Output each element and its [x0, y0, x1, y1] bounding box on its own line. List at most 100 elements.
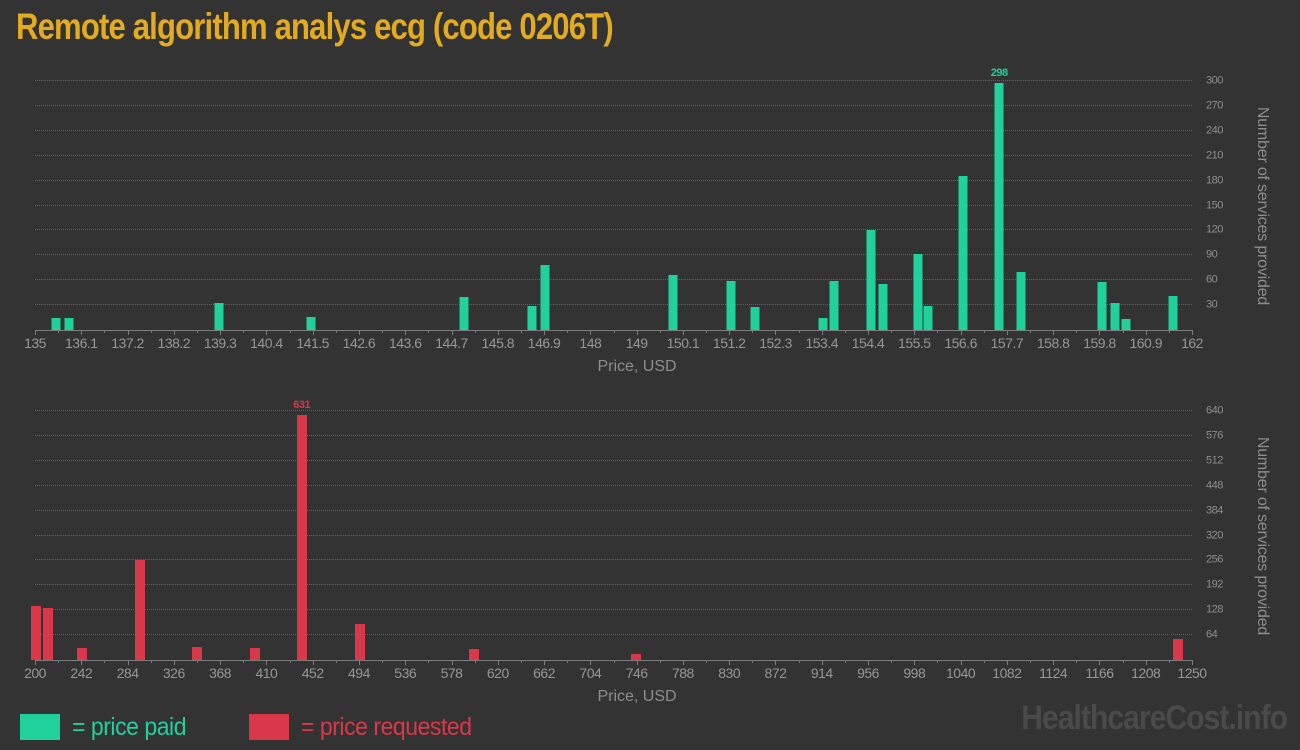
x-minor-tick [844, 660, 846, 663]
x-tick [81, 660, 83, 665]
x-tick-label: 242 [70, 665, 93, 681]
bar [818, 318, 828, 330]
x-tick-label: 998 [903, 665, 926, 681]
bar-value-label: 298 [990, 66, 1008, 79]
bar [468, 648, 479, 660]
x-minor-tick [243, 330, 245, 333]
x-tick [821, 660, 823, 665]
y-tick-label: 64 [1206, 628, 1218, 641]
bar [958, 175, 968, 330]
x-tick [451, 330, 453, 335]
y-tick-label: 128 [1206, 603, 1223, 616]
x-tick [729, 660, 731, 665]
bar [51, 318, 61, 330]
x-minor-tick [520, 660, 522, 663]
x-minor-tick [1168, 330, 1170, 333]
y-tick-label: 640 [1206, 404, 1223, 417]
y-tick-label: 300 [1206, 74, 1223, 87]
x-tick [914, 330, 916, 335]
x-minor-tick [520, 330, 522, 333]
x-tick-label: 138.2 [157, 335, 191, 351]
x-tick-label: 200 [24, 665, 46, 681]
x-tick-label: 145.8 [481, 335, 515, 351]
y-axis-title: Number of services provided [1254, 436, 1271, 635]
bar [878, 284, 888, 330]
legend-label-price-requested: = price requested [301, 712, 472, 741]
gridline [35, 559, 1192, 561]
bar [1121, 319, 1131, 330]
x-tick [358, 330, 360, 335]
gridline [35, 509, 1192, 511]
x-tick-label: 872 [764, 665, 787, 681]
x-tick-label: 160.9 [1129, 335, 1162, 351]
gridline [35, 279, 1192, 281]
x-tick [405, 330, 407, 335]
bar [459, 296, 469, 330]
x-minor-tick [798, 330, 800, 333]
x-tick-label: 536 [394, 665, 417, 681]
x-tick-label: 368 [209, 665, 232, 681]
x-tick-label: 151.2 [712, 335, 746, 351]
x-tick [544, 330, 546, 335]
x-minor-tick [150, 330, 152, 333]
gridline [35, 179, 1192, 181]
bar [134, 560, 145, 660]
x-minor-tick [1076, 330, 1078, 333]
x-tick [1006, 330, 1008, 335]
gridline [35, 80, 1192, 81]
x-tick-label: 578 [440, 665, 463, 681]
x-tick [544, 660, 546, 665]
watermark: HealthcareCost.info [1021, 699, 1288, 737]
x-tick [220, 660, 222, 665]
x-minor-tick [798, 660, 800, 663]
legend-label-price-paid: = price paid [72, 712, 187, 741]
y-tick-label: 180 [1206, 174, 1223, 187]
gridline [35, 634, 1192, 636]
y-axis-tick-labels: 30 60 90 120 150 180 210 240 270 300 [1206, 75, 1256, 330]
gridline [35, 584, 1192, 586]
x-minor-tick [196, 660, 198, 663]
x-tick-label: 326 [162, 665, 185, 681]
x-minor-tick [1076, 660, 1078, 663]
bar [829, 281, 839, 330]
y-tick-label: 120 [1206, 223, 1223, 236]
x-tick [914, 660, 916, 665]
x-tick [590, 660, 592, 665]
x-minor-tick [752, 660, 754, 663]
bar [726, 281, 736, 330]
x-minor-tick [891, 660, 893, 663]
x-minor-tick [1168, 660, 1170, 663]
y-tick-label: 270 [1206, 99, 1223, 112]
bar [913, 254, 923, 330]
x-tick [775, 660, 777, 665]
x-tick-label: 956 [857, 665, 879, 681]
x-minor-tick [613, 330, 615, 333]
y-tick-label: 320 [1206, 529, 1223, 541]
x-tick [868, 330, 870, 335]
x-tick-label: 155.5 [898, 335, 931, 351]
x-tick [266, 330, 268, 335]
gridline [35, 459, 1192, 461]
y-tick-label: 512 [1206, 454, 1223, 467]
x-tick [682, 330, 684, 335]
x-tick-label: 1124 [1039, 665, 1068, 681]
x-tick-label: 914 [810, 665, 833, 681]
x-tick-label: 135 [24, 335, 46, 351]
x-tick [173, 330, 175, 335]
x-tick [1192, 660, 1193, 665]
x-tick [35, 330, 36, 335]
x-tick-label: 704 [579, 665, 602, 681]
x-tick-label: 284 [116, 665, 139, 681]
bar [31, 605, 42, 660]
x-tick-label: 149 [625, 335, 648, 351]
x-tick [127, 330, 129, 335]
x-tick [35, 660, 36, 665]
x-tick-label: 141.5 [296, 335, 329, 351]
x-tick [1145, 660, 1147, 665]
y-tick-label: 240 [1206, 124, 1223, 137]
x-tick-label: 1082 [992, 665, 1022, 681]
x-tick [960, 330, 962, 335]
x-minor-tick [937, 660, 939, 663]
x-minor-tick [1030, 330, 1032, 333]
